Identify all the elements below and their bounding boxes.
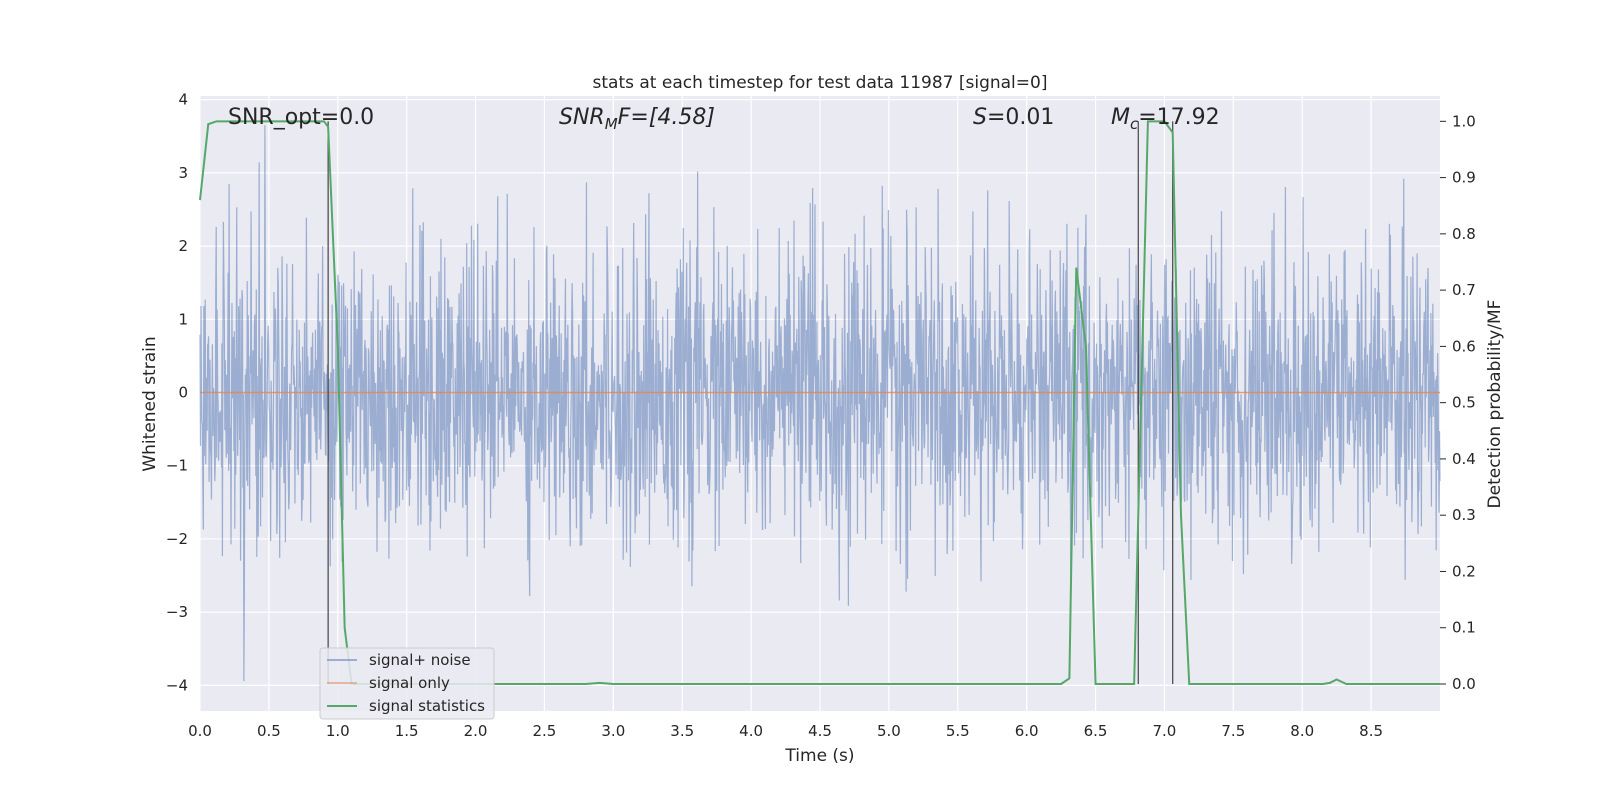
annotation-s: S=0.01 — [973, 105, 1054, 130]
y-axis-label: Whitened strain — [140, 336, 160, 471]
legend: signal+ noise signal only signal statist… — [319, 647, 495, 720]
y-tick-label: −2 — [166, 530, 188, 548]
y2-axis-label: Detection probability/MF — [1485, 300, 1505, 509]
y-tick-label: 1 — [178, 310, 188, 328]
y-tick-label: −3 — [166, 603, 188, 621]
x-tick-label: 6.5 — [1084, 722, 1108, 740]
y2-tick-label: 1.0 — [1452, 112, 1476, 130]
x-tick-label: 3.5 — [670, 722, 694, 740]
stats-series — [199, 120, 1440, 685]
x-axis-label: Time (s) — [784, 746, 854, 766]
x-tick-label: 4.5 — [808, 722, 832, 740]
x-tick-label: 3.0 — [601, 722, 625, 740]
x-tick-label: 5.5 — [946, 722, 970, 740]
axes: 0.0 0.5 1.0 1.5 2.0 2.5 3.0 3.5 4.0 4.5 5.0 5.5 6.0 6… — [166, 91, 1476, 740]
legend-label-signal-only: signal only — [369, 674, 450, 692]
series-signal-statistics — [199, 120, 1440, 685]
x-tick-label: 2.0 — [464, 722, 488, 740]
legend-label-signal-statistics: signal statistics — [369, 697, 485, 715]
y2-tick-label: 0.1 — [1452, 619, 1476, 637]
y-tick-label: −4 — [166, 676, 188, 694]
y-tick-label: −1 — [166, 457, 188, 475]
x-tick-label: 7.5 — [1221, 722, 1245, 740]
y-tick-label: 4 — [178, 91, 188, 109]
chart-title: stats at each timestep for test data 119… — [593, 73, 1048, 93]
y2-tick-label: 0.5 — [1452, 394, 1476, 412]
x-tick-label: 7.0 — [1153, 722, 1177, 740]
x-tick-label: 0.5 — [257, 722, 281, 740]
y2-tick-label: 0.8 — [1452, 225, 1476, 243]
plot-area — [199, 125, 1441, 682]
legend-box — [319, 647, 495, 720]
x-tick-label: 8.0 — [1290, 722, 1314, 740]
y-tick-label: 0 — [178, 384, 188, 402]
annotation-snr-mf: SNRMF=[4.58] — [559, 105, 715, 133]
x-tick-label: 6.0 — [1015, 722, 1039, 740]
x-tick-label: 8.5 — [1359, 722, 1383, 740]
y-tick-label: 3 — [178, 164, 188, 182]
y2-tick-label: 0.3 — [1452, 506, 1476, 524]
x-tick-label: 4.0 — [739, 722, 763, 740]
x-tick-label: 0.0 — [188, 722, 212, 740]
annotation-snr-opt: SNR_opt=0.0 — [228, 105, 374, 130]
y2-tick-label: 0.2 — [1452, 562, 1476, 580]
y2-tick-label: 0.6 — [1452, 337, 1476, 355]
x-tick-label: 5.0 — [877, 722, 901, 740]
series-signal-noise — [199, 125, 1441, 682]
annotation-mc: Mc=17.92 — [1111, 105, 1220, 133]
y2-tick-label: 0.9 — [1452, 169, 1476, 187]
y-tick-label: 2 — [178, 237, 188, 255]
x-tick-label: 2.5 — [533, 722, 557, 740]
y2-tick-label: 0.4 — [1452, 450, 1476, 468]
x-tick-label: 1.0 — [326, 722, 350, 740]
x-tick-label: 1.5 — [395, 722, 419, 740]
y2-tick-label: 0.0 — [1452, 675, 1476, 693]
legend-label-signal-noise: signal+ noise — [369, 651, 471, 669]
vertical-markers — [327, 121, 1174, 684]
y2-tick-label: 0.7 — [1452, 281, 1476, 299]
